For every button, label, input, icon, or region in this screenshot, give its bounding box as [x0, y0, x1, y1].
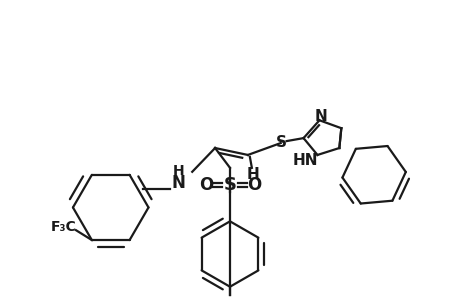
- Text: N: N: [314, 109, 327, 124]
- Text: N: N: [171, 174, 185, 192]
- Text: O: O: [246, 176, 260, 194]
- Text: S: S: [223, 176, 236, 194]
- Text: H: H: [246, 167, 259, 182]
- Text: HN: HN: [292, 153, 318, 168]
- Text: O: O: [199, 176, 213, 194]
- Text: S: S: [275, 135, 286, 150]
- Text: F₃C: F₃C: [51, 220, 77, 234]
- Text: H: H: [172, 164, 184, 178]
